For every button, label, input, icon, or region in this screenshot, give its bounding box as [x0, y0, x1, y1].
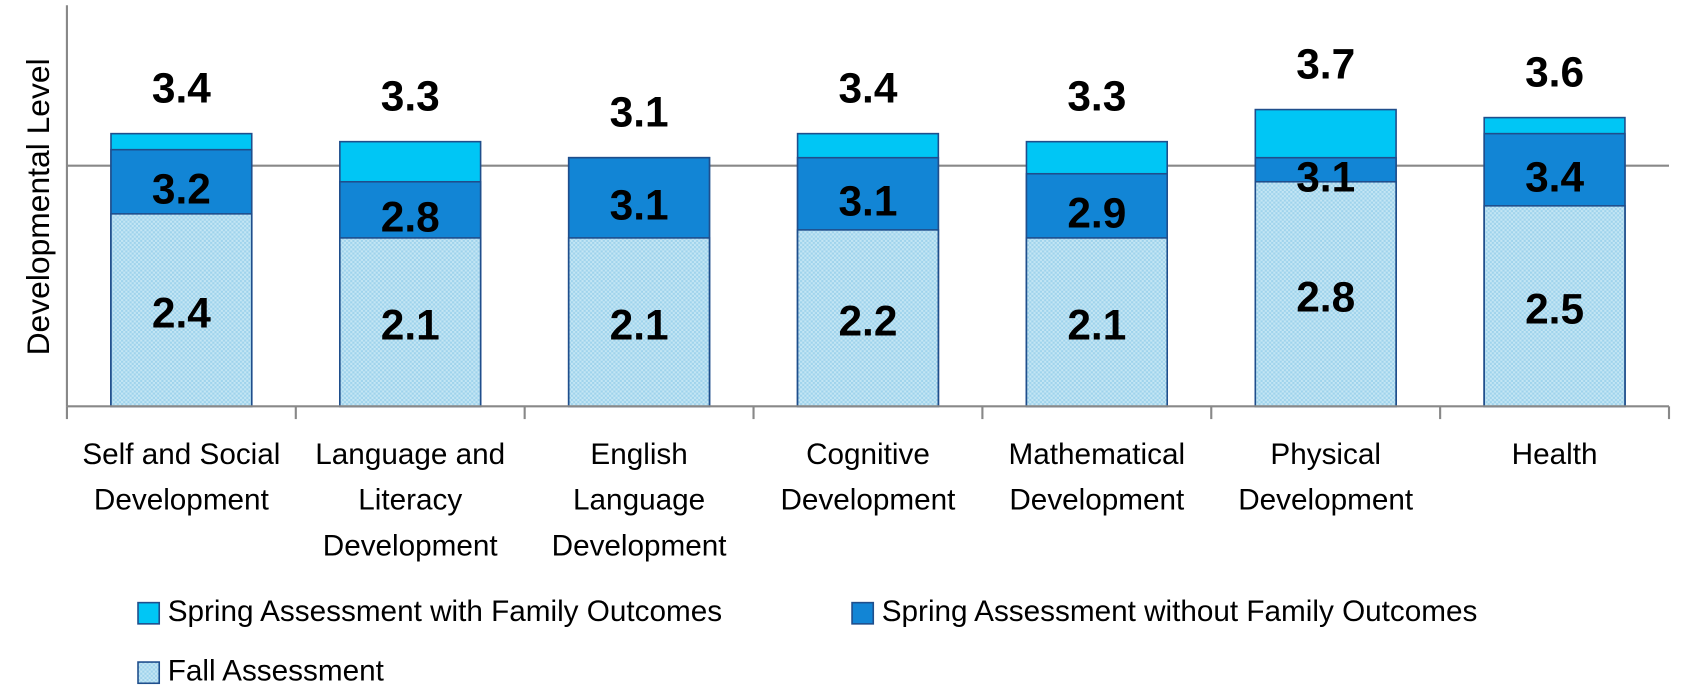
- value-label: 3.4: [838, 64, 897, 111]
- x-tick-label: Mathematical: [1009, 438, 1186, 471]
- legend-label: Spring Assessment without Family Outcome…: [882, 595, 1478, 628]
- legend-swatch: [137, 661, 161, 685]
- value-label: 2.1: [1067, 302, 1126, 349]
- value-label: 3.1: [610, 182, 669, 229]
- x-tick-label: Literacy: [358, 484, 462, 517]
- value-label: 3.1: [1296, 154, 1355, 201]
- x-tick-label: Development: [552, 529, 728, 562]
- bar: [1025, 237, 1169, 408]
- x-tick-label: Physical: [1270, 438, 1381, 471]
- x-tick-label: Health: [1512, 438, 1598, 471]
- value-label: 3.6: [1525, 48, 1584, 95]
- value-label: 3.3: [381, 72, 440, 119]
- value-label: 2.4: [152, 290, 211, 337]
- value-label: 3.4: [1525, 154, 1584, 201]
- x-tick-label: Language: [573, 484, 705, 517]
- value-label: 2.2: [838, 298, 897, 345]
- value-label: 2.8: [381, 194, 440, 241]
- value-label: 3.2: [152, 166, 211, 213]
- value-label: 3.3: [1067, 72, 1126, 119]
- x-tick-label: Language and: [315, 438, 505, 471]
- bar: [1483, 205, 1626, 408]
- legend-swatch: [137, 601, 161, 625]
- x-tick-label: Development: [1238, 484, 1414, 517]
- value-label: 2.1: [610, 302, 669, 349]
- x-tick-label: Development: [323, 529, 499, 562]
- value-label: 3.1: [838, 178, 897, 225]
- value-label: 3.4: [152, 64, 211, 111]
- x-tick-label: Development: [1009, 484, 1185, 517]
- x-tick-label: Cognitive: [806, 438, 930, 471]
- y-axis-title: Developmental Level: [20, 58, 56, 355]
- legend-label: Fall Assessment: [168, 655, 385, 688]
- bar: [796, 229, 940, 408]
- value-label: 3.7: [1296, 40, 1355, 87]
- bar: [1254, 180, 1397, 408]
- value-label: 2.5: [1525, 286, 1584, 333]
- value-label: 2.8: [1296, 274, 1355, 321]
- bar: [567, 237, 711, 408]
- value-label: 3.1: [610, 88, 669, 135]
- x-tick-label: Self and Social: [82, 438, 280, 471]
- legend-label: Spring Assessment with Family Outcomes: [168, 595, 722, 628]
- bar: [339, 237, 482, 408]
- legend-swatch: [851, 601, 875, 625]
- x-tick-label: English: [590, 438, 687, 471]
- value-label: 2.9: [1067, 190, 1126, 237]
- x-tick-label: Development: [94, 484, 270, 517]
- value-label: 2.1: [381, 302, 440, 349]
- x-tick-label: Development: [781, 484, 957, 517]
